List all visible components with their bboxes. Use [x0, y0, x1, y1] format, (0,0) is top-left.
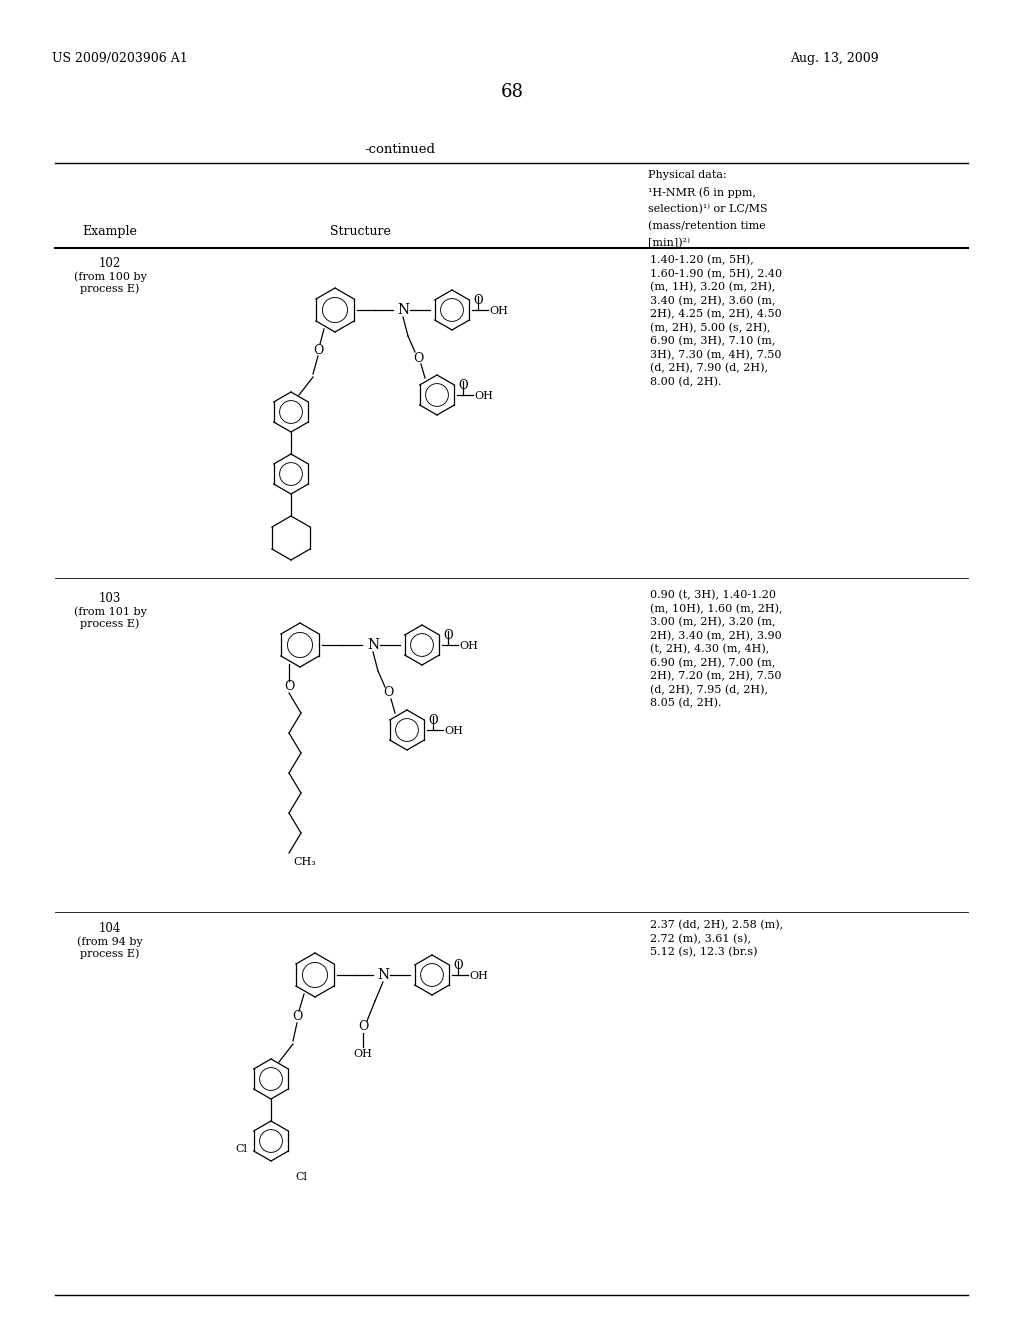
Text: 6.90 (m, 2H), 7.00 (m,: 6.90 (m, 2H), 7.00 (m, — [650, 657, 775, 668]
Text: 6.90 (m, 3H), 7.10 (m,: 6.90 (m, 3H), 7.10 (m, — [650, 337, 775, 346]
Text: O: O — [458, 379, 468, 392]
Text: (m, 1H), 3.20 (m, 2H),: (m, 1H), 3.20 (m, 2H), — [650, 282, 775, 292]
Text: O: O — [292, 1011, 302, 1023]
Text: (d, 2H), 7.95 (d, 2H),: (d, 2H), 7.95 (d, 2H), — [650, 685, 768, 694]
Text: (t, 2H), 4.30 (m, 4H),: (t, 2H), 4.30 (m, 4H), — [650, 644, 769, 655]
Text: 3.00 (m, 2H), 3.20 (m,: 3.00 (m, 2H), 3.20 (m, — [650, 616, 775, 627]
Text: Structure: Structure — [330, 224, 390, 238]
Text: 5.12 (s), 12.3 (br.s): 5.12 (s), 12.3 (br.s) — [650, 946, 758, 957]
Text: O: O — [443, 630, 453, 642]
Text: O: O — [473, 294, 482, 308]
Text: 1.60-1.90 (m, 5H), 2.40: 1.60-1.90 (m, 5H), 2.40 — [650, 268, 782, 279]
Text: 8.05 (d, 2H).: 8.05 (d, 2H). — [650, 698, 722, 709]
Text: 102: 102 — [99, 257, 121, 271]
Text: O: O — [454, 960, 463, 972]
Text: O: O — [312, 343, 324, 356]
Text: N: N — [377, 968, 389, 982]
Text: Physical data:: Physical data: — [648, 170, 727, 180]
Text: (m, 10H), 1.60 (m, 2H),: (m, 10H), 1.60 (m, 2H), — [650, 603, 782, 614]
Text: (mass/retention time: (mass/retention time — [648, 220, 766, 231]
Text: O: O — [383, 686, 393, 700]
Text: 0.90 (t, 3H), 1.40-1.20: 0.90 (t, 3H), 1.40-1.20 — [650, 590, 776, 601]
Text: Cl: Cl — [295, 1172, 307, 1181]
Text: 2H), 4.25 (m, 2H), 4.50: 2H), 4.25 (m, 2H), 4.50 — [650, 309, 781, 319]
Text: O: O — [284, 681, 294, 693]
Text: (from 94 by: (from 94 by — [77, 936, 143, 946]
Text: OH: OH — [459, 642, 478, 651]
Text: O: O — [357, 1020, 369, 1034]
Text: CH₃: CH₃ — [293, 857, 315, 867]
Text: OH: OH — [474, 391, 493, 401]
Text: 1.40-1.20 (m, 5H),: 1.40-1.20 (m, 5H), — [650, 255, 754, 265]
Text: OH: OH — [353, 1049, 373, 1059]
Text: O: O — [413, 351, 423, 364]
Text: OH: OH — [489, 306, 508, 315]
Text: -continued: -continued — [365, 143, 435, 156]
Text: 104: 104 — [98, 921, 121, 935]
Text: Cl: Cl — [234, 1144, 247, 1154]
Text: O: O — [428, 714, 438, 727]
Text: (from 100 by: (from 100 by — [74, 271, 146, 281]
Text: process E): process E) — [80, 948, 139, 958]
Text: ¹H-NMR (δ in ppm,: ¹H-NMR (δ in ppm, — [648, 187, 756, 198]
Text: 8.00 (d, 2H).: 8.00 (d, 2H). — [650, 376, 722, 387]
Text: (m, 2H), 5.00 (s, 2H),: (m, 2H), 5.00 (s, 2H), — [650, 322, 770, 333]
Text: (from 101 by: (from 101 by — [74, 606, 146, 616]
Text: OH: OH — [444, 726, 463, 737]
Text: OH: OH — [469, 972, 487, 981]
Text: 2.37 (dd, 2H), 2.58 (m),: 2.37 (dd, 2H), 2.58 (m), — [650, 920, 783, 931]
Text: [min])²⁾: [min])²⁾ — [648, 238, 690, 248]
Text: N: N — [367, 638, 379, 652]
Text: (d, 2H), 7.90 (d, 2H),: (d, 2H), 7.90 (d, 2H), — [650, 363, 768, 374]
Text: US 2009/0203906 A1: US 2009/0203906 A1 — [52, 51, 187, 65]
Text: Example: Example — [83, 224, 137, 238]
Text: 68: 68 — [501, 83, 523, 102]
Text: 2H), 7.20 (m, 2H), 7.50: 2H), 7.20 (m, 2H), 7.50 — [650, 671, 781, 681]
Text: 2.72 (m), 3.61 (s),: 2.72 (m), 3.61 (s), — [650, 933, 751, 944]
Text: selection)¹⁾ or LC/MS: selection)¹⁾ or LC/MS — [648, 205, 768, 214]
Text: 3H), 7.30 (m, 4H), 7.50: 3H), 7.30 (m, 4H), 7.50 — [650, 350, 781, 360]
Text: Aug. 13, 2009: Aug. 13, 2009 — [790, 51, 879, 65]
Text: 3.40 (m, 2H), 3.60 (m,: 3.40 (m, 2H), 3.60 (m, — [650, 296, 775, 306]
Text: process E): process E) — [80, 618, 139, 628]
Text: 2H), 3.40 (m, 2H), 3.90: 2H), 3.40 (m, 2H), 3.90 — [650, 631, 781, 640]
Text: process E): process E) — [80, 282, 139, 293]
Text: 103: 103 — [98, 591, 121, 605]
Text: N: N — [397, 304, 409, 317]
